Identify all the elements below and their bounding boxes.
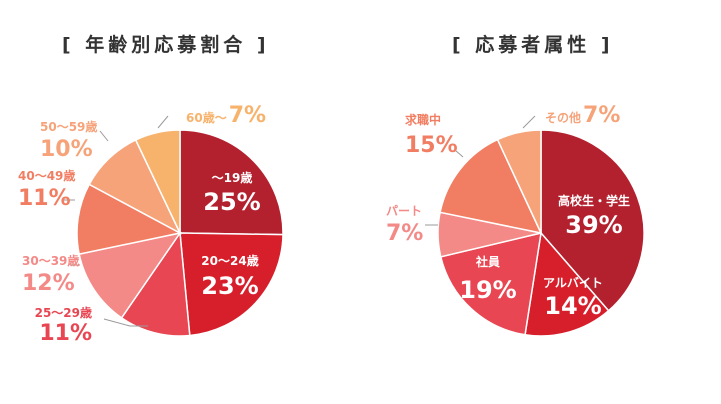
pie-slice (120, 230, 191, 337)
pie-slice (179, 129, 284, 236)
pie-chart-2: 高校生・学生 39% アルバイト 14% 社員 19% パート 7% 求職中 15% その他7% (386, 103, 645, 337)
slice-value: 23% (201, 272, 258, 300)
slice-label: 25～29歳 (35, 305, 92, 320)
slice-label: 50～59歳 (40, 119, 97, 134)
slice-label: 高校生・学生 (558, 193, 630, 208)
pie-slice (540, 129, 645, 312)
age-chart-title: [ 年齢別応募割合 ] (62, 34, 270, 56)
leader-line (454, 149, 464, 158)
slice-value: 10% (40, 137, 93, 162)
pie-slice (78, 231, 182, 319)
slice-label: パート (386, 204, 422, 218)
leader-line (99, 130, 109, 142)
slice-value: 19% (459, 276, 516, 304)
slice-value: 15% (405, 133, 458, 158)
leader-line (103, 318, 148, 327)
attribute-chart-title: [ 応募者属性 ] (452, 34, 614, 56)
leader-line (522, 115, 536, 129)
leader-line (157, 115, 169, 129)
slice-value: 11% (18, 186, 71, 211)
slice-label: その他7% (545, 103, 620, 128)
slice-label: 30～39歳 (22, 253, 79, 268)
pie-slice (76, 183, 183, 255)
pie-chart-1: ～19歳25%20～24歳23%25～29歳11%30～39歳12%40～49歳… (18, 103, 284, 346)
pie-slice (179, 232, 284, 337)
slice-label: アルバイト (543, 276, 603, 290)
slice-label: 社員 (475, 254, 500, 269)
slice-value: 7% (386, 221, 423, 246)
slice-label: 求職中 (405, 112, 441, 127)
slice-value: 39% (565, 211, 622, 239)
slice-value: 14% (544, 292, 601, 320)
slice-label: 60歳～7% (186, 103, 266, 128)
pie-slice (134, 129, 181, 234)
slice-value: 12% (22, 271, 75, 296)
pie-slice (439, 232, 542, 336)
slice-label: ～19歳 (212, 170, 253, 185)
slice-label: 40～49歳 (18, 168, 75, 183)
pie-slice (524, 231, 610, 337)
slice-value: 11% (39, 321, 92, 346)
slice-value: 25% (203, 188, 260, 216)
pie-slice (439, 138, 543, 235)
pie-slice (496, 129, 542, 234)
slice-label: 20～24歳 (201, 253, 258, 268)
